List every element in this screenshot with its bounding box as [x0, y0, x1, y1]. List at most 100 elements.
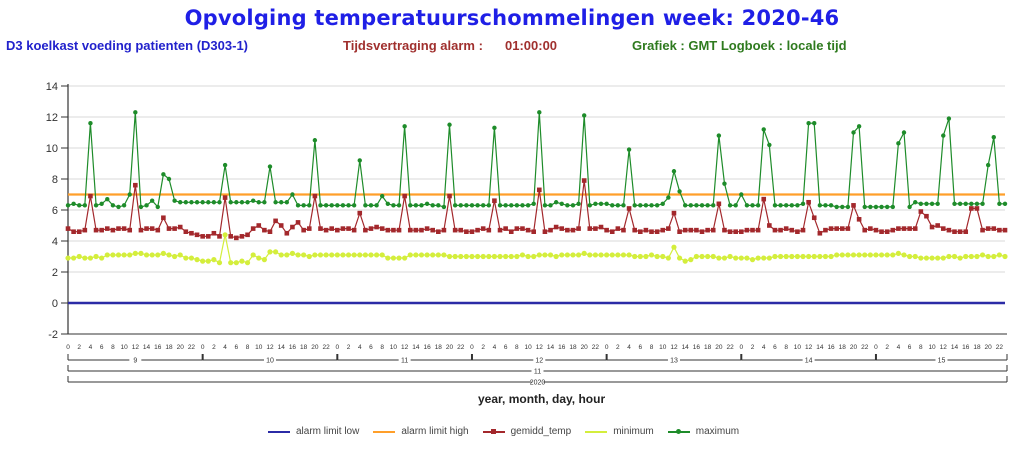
- legend-swatch-icon: [373, 430, 396, 433]
- x-hour-label: 20: [985, 344, 993, 351]
- x-hour-label: 8: [246, 344, 250, 351]
- legend-label: alarm limit high: [401, 426, 469, 437]
- legend-swatch-icon: [268, 430, 290, 433]
- x-hour-label: 22: [861, 344, 869, 351]
- x-hour-label: 8: [380, 344, 384, 351]
- x-hour-label: 18: [704, 344, 712, 351]
- legend-label: gemidd_temp: [510, 426, 572, 437]
- x-hour-label: 10: [120, 344, 128, 351]
- x-hour-label: 14: [278, 344, 286, 351]
- legend-swatch-icon: [482, 428, 505, 434]
- x-hour-label: 12: [670, 344, 678, 351]
- x-hour-label: 16: [558, 344, 566, 351]
- series-maximum: [65, 110, 1008, 210]
- page-title: Opvolging temperatuurschommelingen week:…: [184, 6, 840, 30]
- x-hour-label: 0: [874, 344, 878, 351]
- x-hour-label: 4: [762, 344, 766, 351]
- x-hour-label: 18: [839, 344, 847, 351]
- x-hour-label: 2: [212, 344, 216, 351]
- x-hour-label: 12: [401, 344, 409, 351]
- x-hour-label: 4: [358, 344, 362, 351]
- x-hour-label: 10: [794, 344, 802, 351]
- x-hour-label: 0: [739, 344, 743, 351]
- x-hour-label: 6: [369, 344, 373, 351]
- legend-item-alarm_limit_high[interactable]: alarm limit high: [373, 426, 469, 437]
- legend-item-gemidd_temp[interactable]: gemidd_temp: [482, 426, 572, 437]
- x-group-label: 15: [938, 358, 946, 365]
- x-hour-label: 8: [111, 344, 115, 351]
- x-hour-label: 4: [493, 344, 497, 351]
- series-gemidd_temp: [65, 178, 1008, 241]
- x-hour-label: 22: [322, 344, 330, 351]
- x-hour-label: 4: [223, 344, 227, 351]
- x-hour-label: 14: [547, 344, 555, 351]
- x-hour-label: 10: [928, 344, 936, 351]
- y-tick-label: 12: [46, 112, 58, 124]
- x-hour-label: 8: [650, 344, 654, 351]
- x-hour-label: 2: [616, 344, 620, 351]
- x-group-label: 10: [266, 358, 274, 365]
- y-tick-label: 6: [52, 205, 58, 217]
- x-group-label: 12: [535, 358, 543, 365]
- x-hour-label: 12: [266, 344, 274, 351]
- x-hour-label: 12: [940, 344, 948, 351]
- x-hour-label: 14: [143, 344, 151, 351]
- x-hour-label: 4: [89, 344, 93, 351]
- chart-axes: 14 12 10 8 6 4 2 0 -2: [46, 81, 1007, 341]
- x-hour-label: 4: [897, 344, 901, 351]
- x-hour-label: 2: [347, 344, 351, 351]
- x-hour-label: 8: [784, 344, 788, 351]
- alarm-delay-label: Tijdsvertraging alarm :: [343, 38, 483, 53]
- legend-swatch-icon: [585, 430, 608, 433]
- x-hour-label: 0: [336, 344, 340, 351]
- x-hour-label: 12: [805, 344, 813, 351]
- x-hour-label: 4: [627, 344, 631, 351]
- x-hour-label: 2: [751, 344, 755, 351]
- x-group-label: 2020: [530, 380, 546, 387]
- x-hour-label: 12: [536, 344, 544, 351]
- x-hour-label: 14: [412, 344, 420, 351]
- x-hour-label: 22: [592, 344, 600, 351]
- y-tick-label: -2: [48, 329, 58, 341]
- x-group-label: 11: [401, 358, 408, 365]
- chart-legend: alarm limit low alarm limit high gemidd_te…: [268, 426, 753, 437]
- x-hour-label: 18: [300, 344, 308, 351]
- x-hour-label: 14: [951, 344, 959, 351]
- legend-item-minimum[interactable]: minimum: [585, 426, 654, 437]
- legend-label: alarm limit low: [296, 426, 360, 437]
- legend-label: minimum: [613, 426, 654, 437]
- chart-series: [65, 110, 1008, 305]
- x-hour-label: 20: [177, 344, 185, 351]
- x-group-label: 13: [670, 358, 678, 365]
- x-hour-label: 16: [423, 344, 431, 351]
- device-name: D3 koelkast voeding patienten (D303-1): [6, 38, 249, 53]
- legend-item-alarm_limit_low[interactable]: alarm limit low: [268, 426, 359, 437]
- x-hour-label: 18: [435, 344, 443, 351]
- y-tick-label: 10: [46, 143, 58, 155]
- x-group-label: 14: [805, 358, 813, 365]
- x-hour-label: 6: [908, 344, 912, 351]
- y-tick-label: 4: [52, 236, 58, 248]
- x-hour-label: 10: [524, 344, 532, 351]
- x-hour-label: 14: [816, 344, 824, 351]
- x-hour-label: 16: [289, 344, 297, 351]
- x-hour-label: 20: [311, 344, 319, 351]
- y-tick-label: 0: [52, 298, 58, 310]
- x-hour-label: 6: [638, 344, 642, 351]
- x-hour-label: 8: [919, 344, 923, 351]
- x-group-label: 9: [133, 358, 137, 365]
- x-hour-label: 0: [470, 344, 474, 351]
- x-hour-label: 14: [682, 344, 690, 351]
- x-hour-label: 10: [255, 344, 263, 351]
- x-hour-label: 22: [726, 344, 734, 351]
- x-hour-label: 10: [659, 344, 667, 351]
- x-axis-title: year, month, day, hour: [478, 392, 606, 406]
- x-hour-label: 22: [996, 344, 1004, 351]
- alarm-delay-value: 01:00:00: [505, 38, 558, 53]
- x-hour-label: 22: [457, 344, 465, 351]
- x-axis-hierarchy: 0 2 4 6 8 10 12 14 16 18 20 22 0 2 4 6 8 10 12 14 16 18 20 22 0 2…: [66, 344, 1008, 387]
- timezone-note: Grafiek : GMT Logboek : locale tijd: [632, 38, 847, 53]
- legend-item-maximum[interactable]: maximum: [667, 426, 739, 437]
- x-hour-label: 2: [885, 344, 889, 351]
